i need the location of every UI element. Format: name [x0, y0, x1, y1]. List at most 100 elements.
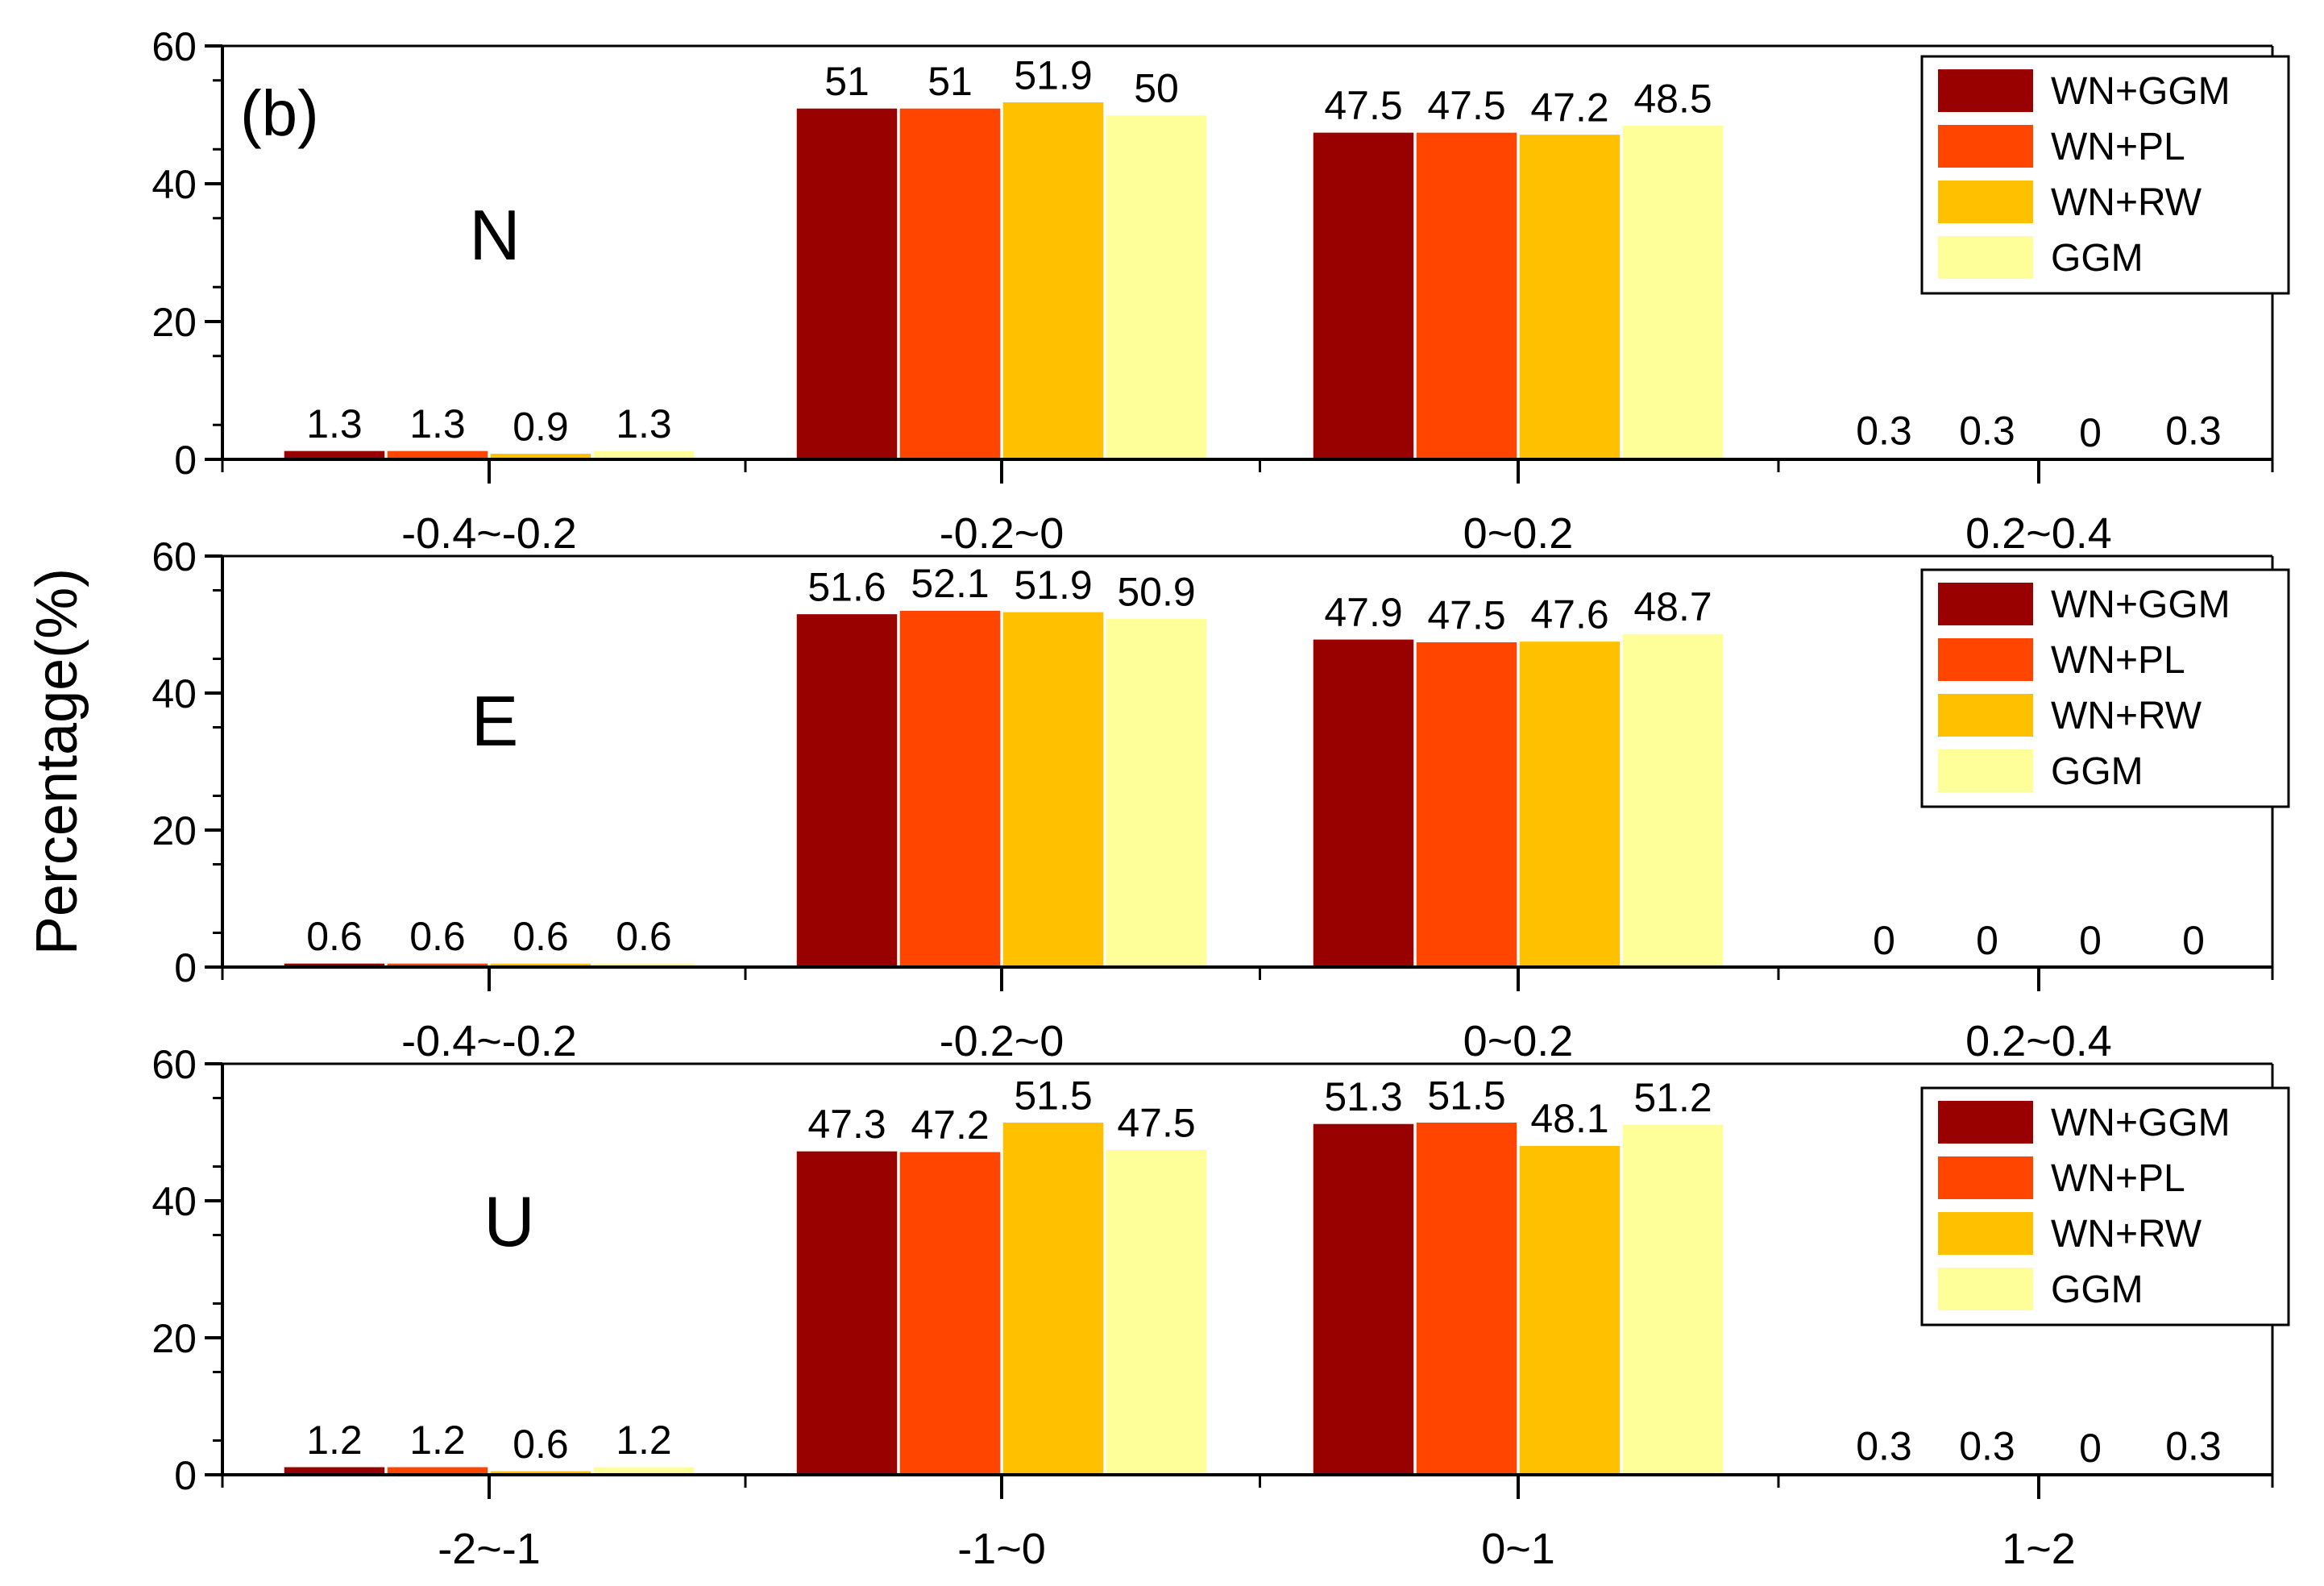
bar-value-label: 0.6 [616, 914, 672, 959]
x-tick-label: -2~-1 [438, 1525, 541, 1573]
legend-swatch-GGM [1938, 236, 2033, 279]
bar-value-label: 1.2 [409, 1418, 466, 1463]
bar-GGM-0~0.2 [1621, 633, 1724, 968]
y-tick-label: 20 [151, 808, 197, 853]
bar-value-label: 51.9 [1014, 52, 1092, 98]
legend-swatch-WN+GGM [1938, 583, 2033, 625]
bar-value-label: 48.5 [1633, 76, 1712, 121]
bar-WN+PL-0~1 [1415, 1121, 1518, 1476]
legend: WN+GGM WN+PL WN+RW GGM [1920, 55, 2290, 295]
legend-swatch-WN+RW [1938, 181, 2033, 223]
bar-WN+RW--0.2~0 [1002, 611, 1105, 968]
bar-value-label: 1.3 [409, 401, 466, 446]
bar-WN+RW-0~1 [1518, 1144, 1621, 1476]
legend-swatch-WN+PL [1938, 638, 2033, 681]
bar-WN+PL--1~0 [898, 1151, 1002, 1476]
legend-swatch-WN+GGM [1938, 69, 2033, 112]
y-tick-label: 40 [151, 1179, 197, 1224]
legend-label: WN+GGM [2051, 1102, 2231, 1144]
bar-value-label: 1.2 [616, 1418, 672, 1463]
x-tick-label: 0~0.2 [1463, 1017, 1574, 1065]
bar-value-label: 0.6 [409, 914, 466, 959]
x-tick-label: 0.2~0.4 [1965, 1017, 2112, 1065]
bar-value-label: 51.6 [807, 564, 886, 609]
bar-WN+RW--1~0 [1002, 1121, 1105, 1476]
bar-GGM-0~0.2 [1621, 124, 1724, 460]
x-tick-label: 1~2 [2002, 1525, 2076, 1573]
bar-value-label: 47.2 [1530, 85, 1608, 130]
bar-WN+PL--0.2~0 [898, 609, 1002, 968]
x-tick-label: -0.2~0 [940, 1017, 1064, 1065]
y-tick-label: 0 [174, 438, 197, 483]
bar-WN+GGM-0~1 [1312, 1123, 1415, 1476]
legend-label: WN+RW [2051, 181, 2202, 224]
bar-WN+PL-0~0.2 [1415, 641, 1518, 968]
legend: WN+GGM WN+PL WN+RW GGM [1920, 568, 2290, 808]
bar-value-label: 50.9 [1117, 569, 1195, 614]
legend-swatch-GGM [1938, 749, 2033, 792]
legend-label: WN+PL [2051, 126, 2185, 168]
bar-GGM--0.2~0 [1105, 617, 1208, 968]
bar-WN+GGM--0.2~0 [795, 107, 898, 460]
x-tick-label: 0~0.2 [1463, 509, 1574, 558]
bar-value-label: 51.3 [1324, 1074, 1402, 1119]
bar-value-label: 52.1 [911, 561, 989, 606]
bar-value-label: 47.9 [1324, 590, 1402, 635]
bar-WN+GGM-0~0.2 [1312, 638, 1415, 968]
chart-panel-E: 0.6 51.6 47.9 0 0.6 52.1 47.5 0 0.6 51.9 47.6 0 0.6 5… [151, 534, 2290, 1065]
bar-value-label: 51.5 [1014, 1073, 1092, 1118]
legend-swatch-WN+GGM [1938, 1101, 2033, 1144]
bar-value-label: 47.5 [1427, 592, 1505, 637]
y-tick-label: 60 [151, 534, 197, 579]
bar-value-label: 0 [2079, 918, 2102, 963]
x-tick-label: -0.4~-0.2 [401, 509, 577, 558]
bar-value-label: 51.9 [1014, 563, 1092, 608]
bar-value-label: 51.2 [1633, 1075, 1712, 1120]
legend-swatch-WN+PL [1938, 125, 2033, 168]
legend-swatch-WN+PL [1938, 1156, 2033, 1199]
bar-GGM--1~0 [1105, 1148, 1208, 1476]
x-tick-label: 0~1 [1481, 1525, 1555, 1573]
bar-value-label: 48.1 [1530, 1096, 1608, 1141]
legend-swatch-WN+RW [1938, 1212, 2033, 1255]
legend-swatch-GGM [1938, 1268, 2033, 1310]
bar-value-label: 0.6 [513, 914, 569, 959]
legend-label: GGM [2051, 750, 2143, 793]
x-tick-label: 0.2~0.4 [1965, 509, 2112, 558]
bar-value-label: 1.2 [306, 1418, 363, 1463]
bar-WN+PL--0.2~0 [898, 107, 1002, 460]
legend-label: WN+PL [2051, 639, 2185, 682]
y-tick-label: 20 [151, 300, 197, 345]
bar-GGM-0~1 [1621, 1123, 1724, 1476]
bar-value-label: 0.3 [2165, 1423, 2222, 1468]
bar-value-label: 0.3 [1856, 408, 1912, 453]
y-tick-label: 40 [151, 671, 197, 716]
panel-title: E [471, 681, 519, 761]
x-tick-label: -1~0 [957, 1525, 1046, 1573]
legend-label: GGM [2051, 237, 2143, 280]
bar-value-label: 0 [1976, 918, 1998, 963]
bar-value-label: 0.3 [2165, 408, 2222, 453]
bar-value-label: 47.5 [1324, 83, 1402, 128]
bar-value-label: 0.3 [1959, 1423, 2015, 1468]
bar-value-label: 50 [1134, 66, 1179, 111]
bar-value-label: 0.6 [306, 914, 363, 959]
legend-label: GGM [2051, 1268, 2143, 1311]
bar-value-label: 51 [824, 59, 869, 104]
bar-value-label: 47.6 [1530, 592, 1608, 637]
bar-value-label: 48.7 [1633, 584, 1712, 629]
bar-value-label: 47.5 [1117, 1100, 1195, 1145]
bar-value-label: 0.3 [1959, 408, 2015, 453]
legend-label: WN+RW [2051, 695, 2202, 737]
y-tick-label: 60 [151, 1042, 197, 1087]
y-tick-label: 0 [174, 945, 197, 990]
bar-value-label: 47.5 [1427, 83, 1505, 128]
bar-value-label: 0.6 [513, 1422, 569, 1467]
y-tick-label: 60 [151, 24, 197, 69]
bar-WN+PL-0~0.2 [1415, 131, 1518, 460]
bar-value-label: 0 [2079, 1426, 2102, 1471]
y-tick-label: 40 [151, 162, 197, 207]
bar-value-label: 0 [2079, 410, 2102, 455]
legend: WN+GGM WN+PL WN+RW GGM [1920, 1086, 2290, 1327]
